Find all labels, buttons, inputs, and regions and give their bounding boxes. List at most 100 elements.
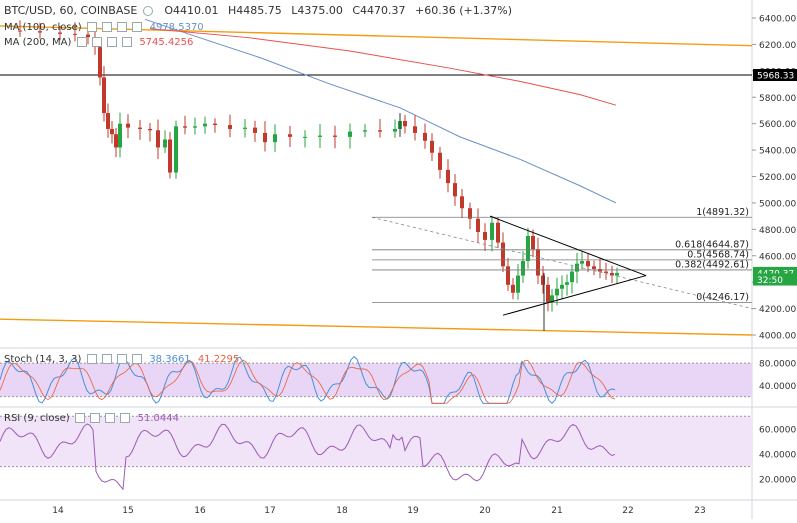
candle-body bbox=[86, 34, 90, 38]
stoch-d-value: 41.2295 bbox=[197, 354, 240, 365]
candle-body bbox=[570, 271, 574, 283]
candle-body bbox=[126, 123, 130, 128]
candle-body bbox=[110, 128, 114, 135]
stoch-d-line bbox=[0, 359, 616, 404]
ma200-line bbox=[149, 28, 617, 106]
rsi-value: 51.0444 bbox=[137, 413, 179, 424]
channel-lower-line bbox=[0, 318, 753, 336]
candle-body bbox=[610, 272, 614, 276]
ma100-label: MA (100, close) bbox=[4, 22, 82, 33]
ma200-settings-icon[interactable] bbox=[91, 37, 102, 47]
stoch-band bbox=[0, 363, 752, 397]
price-label-text: 5968.33 bbox=[757, 72, 794, 82]
candle-body bbox=[536, 249, 540, 276]
candle-body bbox=[546, 284, 550, 302]
rsi-more-icon[interactable] bbox=[120, 413, 131, 423]
candle-body bbox=[102, 77, 106, 114]
candle-body bbox=[560, 284, 564, 289]
stoch-y-tick: 40.0000 bbox=[759, 382, 796, 392]
candle-body bbox=[58, 32, 62, 34]
rsi-line bbox=[0, 423, 616, 491]
candle-body bbox=[318, 135, 322, 137]
ma200-eye-icon[interactable] bbox=[76, 37, 87, 47]
ma200-value: 5745.4256 bbox=[139, 37, 194, 48]
rsi-band bbox=[0, 416, 752, 467]
candle-body bbox=[586, 261, 590, 267]
candle-body bbox=[403, 121, 407, 127]
open-value: O4410.01 bbox=[164, 4, 219, 17]
candle-body bbox=[303, 136, 307, 138]
y-tick-label: 4800.00 bbox=[759, 226, 796, 236]
ma200-more-icon[interactable] bbox=[122, 37, 133, 47]
fib-level-label: 0.382(4492.61) bbox=[675, 259, 749, 270]
y-tick-label: 4200.00 bbox=[759, 305, 796, 315]
candle-body bbox=[163, 139, 167, 148]
price-axis-label: 32:50 bbox=[753, 273, 797, 286]
candle-body bbox=[521, 261, 525, 276]
candle-body bbox=[446, 169, 450, 184]
candle-body bbox=[430, 140, 434, 153]
stoch-eye-icon[interactable] bbox=[86, 354, 97, 364]
x-tick-label: 21 bbox=[551, 506, 562, 516]
candle-body bbox=[73, 33, 77, 35]
y-tick-label: 5400.00 bbox=[759, 147, 796, 157]
candle-body bbox=[203, 123, 207, 127]
fib-trend-dashed bbox=[371, 216, 753, 309]
rsi-legend: RSI (9, close) 51.0444 bbox=[4, 413, 179, 424]
candle-body bbox=[438, 152, 442, 170]
high-value: H4485.75 bbox=[227, 4, 282, 17]
fib-level-label: 0(4246.17) bbox=[696, 292, 749, 303]
ma100-legend: MA (100, close) 4978.5370 bbox=[4, 22, 204, 33]
candle-body bbox=[174, 126, 178, 173]
ma100-eye-icon[interactable] bbox=[86, 22, 97, 32]
candle-body bbox=[183, 126, 187, 128]
candle-body bbox=[114, 134, 118, 148]
eye-toggle-icon[interactable] bbox=[142, 6, 153, 16]
candle-body bbox=[193, 126, 197, 128]
stoch-label: Stoch (14, 3, 3) bbox=[4, 354, 82, 365]
ma200-legend: MA (200, MA) 5745.4256 bbox=[4, 37, 193, 48]
rsi-eye-icon[interactable] bbox=[74, 413, 85, 423]
ma100-close-icon[interactable] bbox=[117, 22, 128, 32]
candle-body bbox=[592, 266, 596, 269]
rsi-close-icon[interactable] bbox=[105, 413, 116, 423]
candle-body bbox=[273, 134, 277, 143]
x-tick-label: 20 bbox=[479, 506, 491, 516]
y-tick-label: 5800.00 bbox=[759, 94, 796, 104]
candle-body bbox=[213, 123, 217, 125]
fib-level-label: 1(4891.32) bbox=[696, 207, 749, 218]
candle-body bbox=[348, 131, 352, 137]
candle-body bbox=[531, 235, 535, 250]
candle-body bbox=[228, 124, 232, 129]
fib-level-label: 0.618(4644.87) bbox=[675, 239, 749, 250]
ma100-settings-icon[interactable] bbox=[102, 22, 113, 32]
ma200-close-icon[interactable] bbox=[106, 37, 117, 47]
ma200-label: MA (200, MA) bbox=[4, 37, 72, 48]
candle-body bbox=[615, 272, 619, 276]
candle-body bbox=[38, 31, 42, 33]
stoch-more-icon[interactable] bbox=[132, 354, 143, 364]
rsi-y-tick: 40.0000 bbox=[759, 451, 796, 461]
candle-body bbox=[288, 134, 292, 137]
rsi-settings-icon[interactable] bbox=[90, 413, 101, 423]
y-tick-label: 5200.00 bbox=[759, 173, 796, 183]
ma100-value: 4978.5370 bbox=[149, 22, 204, 33]
price-label-bg bbox=[753, 273, 797, 286]
ma100-line bbox=[144, 18, 617, 204]
stoch-close-icon[interactable] bbox=[116, 354, 127, 364]
candle-body bbox=[423, 132, 427, 141]
rsi-y-tick: 60.0000 bbox=[759, 425, 796, 435]
stoch-y-tick: 80.0000 bbox=[759, 360, 796, 370]
candle-body bbox=[263, 132, 267, 143]
candle-body bbox=[516, 275, 520, 293]
stoch-settings-icon[interactable] bbox=[101, 354, 112, 364]
low-value: L4375.00 bbox=[291, 4, 343, 17]
candle-body bbox=[575, 263, 579, 272]
ma100-more-icon[interactable] bbox=[132, 22, 143, 32]
x-tick-label: 17 bbox=[264, 506, 275, 516]
close-value: C4470.37 bbox=[352, 4, 406, 17]
candle-body bbox=[98, 47, 102, 78]
candle-body bbox=[526, 235, 530, 262]
